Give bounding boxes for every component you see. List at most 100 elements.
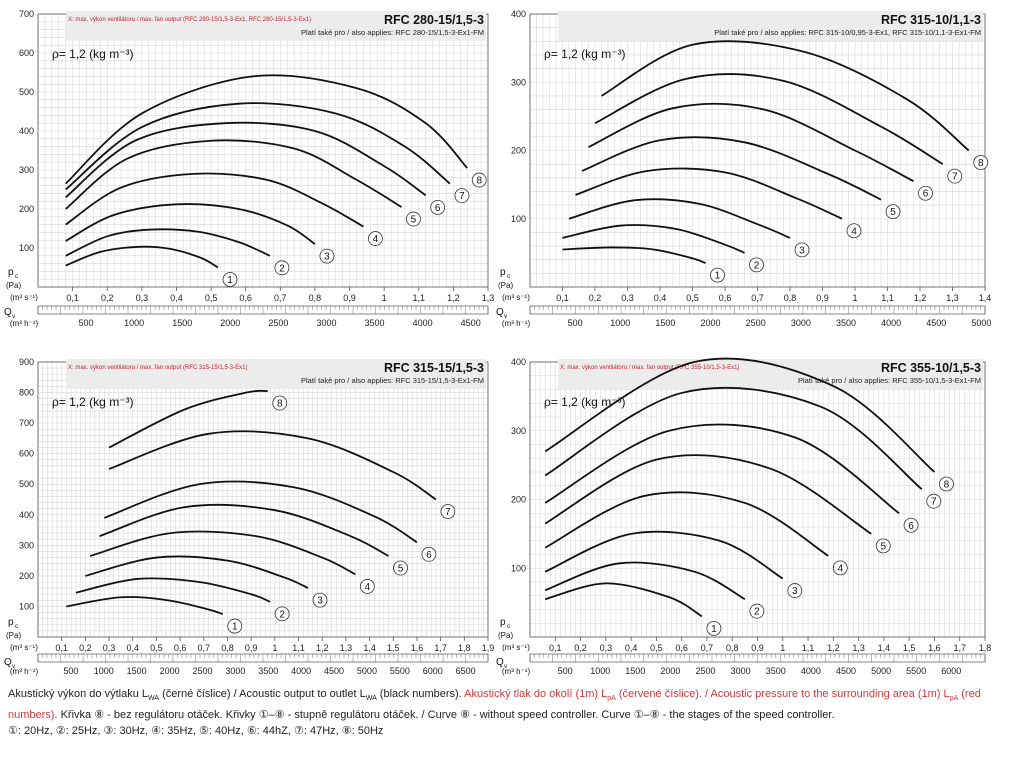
curve-6: [104, 480, 418, 544]
x-tick-label: 0,3: [600, 643, 613, 653]
x-axis-label: Q: [496, 307, 504, 318]
x2-tick-label: 4000: [801, 666, 821, 676]
x-tick-label: 1,1: [292, 643, 305, 653]
y-tick-label: 200: [511, 495, 526, 505]
curve-number: 8: [978, 158, 984, 169]
y-tick-label: 100: [19, 243, 34, 253]
y-tick-label: 200: [19, 204, 34, 214]
footer-line-3: ①: 20Hz, ②: 25Hz, ③: 30Hz, ④: 35Hz, ⑤: 4…: [8, 725, 384, 738]
x-tick-label: 0,3: [103, 643, 116, 653]
curve-number: 5: [398, 564, 404, 575]
curve-number-circle: [926, 493, 942, 509]
x-axis-label-sub: v: [504, 663, 508, 670]
y-tick-label: 300: [511, 426, 526, 436]
curve-number-circle: [367, 231, 383, 246]
footer-red-text: (red numbers).: [8, 688, 981, 722]
footer-sub: pA: [607, 695, 616, 703]
footer-sub: pA: [949, 695, 959, 703]
also-applies-text: Platí také pro / also applies: RFC 355-1…: [798, 376, 981, 385]
x2-tick-label: 1000: [610, 318, 630, 328]
curve-8: [65, 74, 468, 185]
y-tick-label: 300: [511, 77, 526, 87]
x-tick-label: 1,6: [928, 643, 941, 653]
curve-number-circle: [393, 560, 408, 576]
x-tick-label: 0,9: [343, 293, 356, 303]
footer-red-text: Akustický tlak do okolí (1m) L: [464, 688, 608, 700]
y-tick-label: 600: [19, 48, 34, 58]
curve-4: [89, 530, 356, 576]
x-tick-label: 1: [852, 293, 857, 303]
x-tick-label: 1,2: [447, 293, 460, 303]
x-tick-label: 0,9: [245, 643, 258, 653]
x-unit-bottom: (m³ h⁻¹): [502, 667, 531, 676]
x2-tick-label: 4500: [461, 318, 481, 328]
curve-7: [108, 430, 437, 501]
curve-number-circle: [430, 199, 446, 215]
curve-number: 1: [227, 275, 233, 286]
curve-number-circle: [421, 546, 437, 562]
x-tick-label: 0,4: [170, 293, 183, 303]
x-tick-label: 0,5: [205, 293, 218, 303]
x-tick-label: 1,3: [340, 643, 353, 653]
curve-number-circle: [903, 517, 919, 533]
curve-number-circle: [832, 560, 848, 576]
y-axis-unit: (Pa): [6, 631, 21, 640]
x2-tick-label: 3000: [316, 318, 336, 328]
curve-number-circle: [710, 267, 725, 283]
curve-number: 6: [908, 521, 914, 532]
x-tick-label: 0,8: [726, 643, 739, 653]
curve-number: 7: [931, 497, 937, 508]
curve-1: [66, 596, 224, 615]
also-applies-text: Platí také pro / also applies: RFC 280-1…: [301, 28, 484, 37]
x-tick-label: 0,1: [66, 293, 79, 303]
x-tick-label: 1,4: [363, 643, 376, 653]
chart-title: RFC 280-15/1,5-3: [384, 13, 484, 27]
curve-8: [601, 40, 970, 152]
curve-number: 6: [435, 203, 441, 214]
y-tick-label: 400: [19, 126, 34, 136]
x2-tick-label: 3500: [258, 666, 278, 676]
x-tick-label: 0,6: [174, 643, 187, 653]
curve-number-circle: [947, 168, 963, 184]
also-applies-text: Platí také pro / also applies: RFC 315-1…: [714, 28, 981, 37]
curve-1: [65, 245, 219, 269]
chart-title: RFC 315-15/1,5-3: [384, 361, 484, 375]
curve-8: [544, 357, 936, 473]
x-tick-label: 0,8: [784, 293, 797, 303]
x2-tick-label: 2500: [746, 318, 766, 328]
curve-4: [65, 172, 364, 228]
x-tick-label: 0,1: [55, 643, 68, 653]
y-tick-label: 500: [19, 479, 34, 489]
curve-number: 6: [426, 550, 432, 561]
x2-tick-label: 2500: [268, 318, 288, 328]
curve-3: [544, 530, 784, 580]
x2-tick-label: 1500: [625, 666, 645, 676]
x-unit-top: (m³ s⁻¹): [502, 643, 530, 652]
y-tick-label: 400: [19, 510, 34, 520]
x2-tick-label: 3500: [766, 666, 786, 676]
curve-number: 4: [851, 226, 857, 237]
x2-tick-label: 4500: [926, 318, 946, 328]
x2-tick-label: 4500: [836, 666, 856, 676]
y-axis-label: p: [8, 267, 14, 278]
y-axis-unit: (Pa): [498, 631, 513, 640]
curve-4: [575, 167, 843, 220]
title-box: [66, 11, 486, 41]
density-label: ρ= 1,2 (kg m⁻³): [544, 395, 626, 409]
x-unit-bottom: (m³ h⁻¹): [10, 319, 39, 328]
y-axis-label: p: [500, 267, 506, 278]
x2-tick-label: 3500: [365, 318, 385, 328]
curve-number: 4: [837, 563, 843, 574]
x-tick-label: 1,4: [979, 293, 992, 303]
density-label: ρ= 1,2 (kg m⁻³): [52, 47, 134, 61]
curve-number-circle: [274, 606, 290, 622]
x2-tick-label: 3000: [225, 666, 245, 676]
y-axis-unit: (Pa): [498, 281, 513, 290]
x-tick-label: 0,2: [101, 293, 114, 303]
curve-7: [65, 102, 451, 191]
x-axis-label: Q: [4, 307, 12, 318]
x2-tick-label: 6000: [941, 666, 961, 676]
curve-7: [594, 73, 944, 165]
